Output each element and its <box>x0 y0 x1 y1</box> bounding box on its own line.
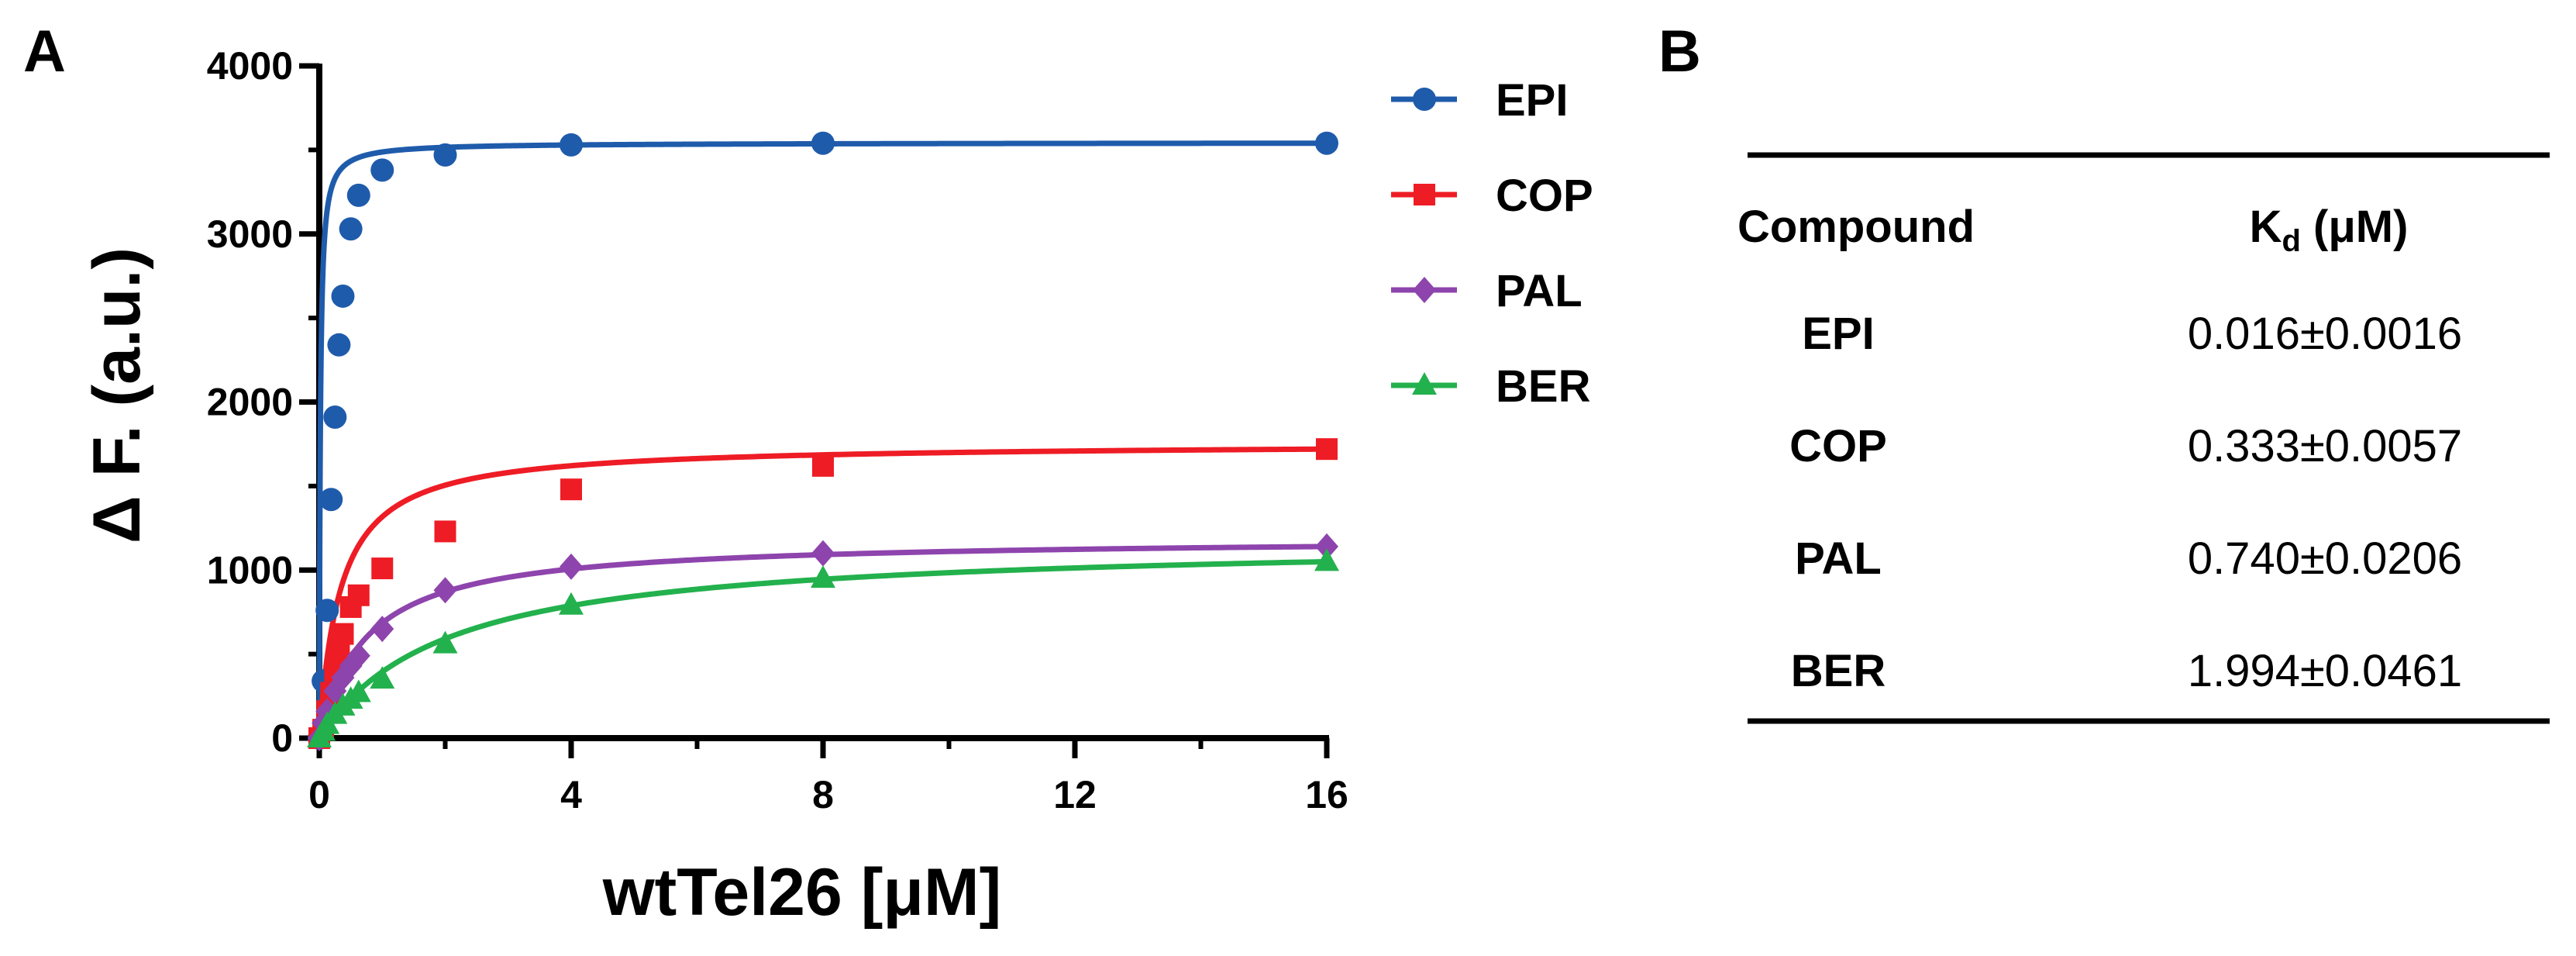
legend-marker-ber <box>1412 372 1437 395</box>
legend-label-cop: COP <box>1496 171 1593 221</box>
data-point-pal <box>560 553 583 580</box>
data-point-epi <box>339 217 363 241</box>
kd-table: Compound Kd (μM) EPI 0.016±0.0016 COP 0.333… <box>1737 152 2550 724</box>
data-point-epi <box>327 333 351 357</box>
table-cell-kd: 0.333±0.0057 <box>2188 421 2462 471</box>
kd-symbol: K <box>2250 202 2282 252</box>
data-point-epi <box>811 131 835 155</box>
y-axis-title: Δ F. (a.u.) <box>80 247 154 544</box>
data-point-epi <box>560 133 583 157</box>
x-axis-title: wtTel26 [μM] <box>602 855 1002 930</box>
legend-label-pal: PAL <box>1496 266 1582 316</box>
table-cell-compound: EPI <box>1802 309 1875 359</box>
legend-label-epi: EPI <box>1496 75 1569 126</box>
data-point-ber <box>432 630 458 654</box>
data-point-cop <box>434 520 456 543</box>
x-tick-label: 16 <box>1305 773 1348 816</box>
data-point-epi <box>315 599 339 623</box>
x-tick-label: 8 <box>812 773 834 816</box>
data-point-cop <box>332 623 354 645</box>
data-point-ber <box>559 592 584 615</box>
tick-labels: 0 1000 2000 3000 4000 0 4 8 12 16 <box>207 44 1348 816</box>
data-point-cop <box>347 584 370 606</box>
data-point-epi <box>1315 131 1338 155</box>
table-cell-kd: 0.740±0.0206 <box>2188 533 2462 584</box>
table-cell-compound: PAL <box>1795 533 1882 584</box>
fit-curve-ber <box>316 558 1328 741</box>
data-point-pal <box>346 642 370 669</box>
data-markers <box>307 131 1339 751</box>
y-tick-label: 2000 <box>207 381 293 424</box>
data-point-epi <box>433 143 457 167</box>
data-point-epi <box>319 488 343 512</box>
legend-label-ber: BER <box>1496 361 1590 412</box>
data-point-cop <box>560 478 582 501</box>
legend-marker-epi <box>1413 88 1436 111</box>
data-point-epi <box>323 406 347 430</box>
table-cell-kd: 1.994±0.0461 <box>2188 646 2462 696</box>
y-tick-label: 3000 <box>207 212 293 256</box>
table-header-kd: Kd (μM) <box>2250 202 2409 258</box>
data-point-cop <box>812 454 834 477</box>
table-header-compound: Compound <box>1737 202 1975 252</box>
legend-marker-pal <box>1413 277 1436 303</box>
chart-axes <box>299 63 1330 758</box>
data-point-cop <box>1316 438 1338 461</box>
data-point-epi <box>331 284 355 308</box>
y-tick-label: 0 <box>271 716 293 760</box>
kd-subscript: d <box>2282 224 2300 258</box>
x-tick-label: 12 <box>1053 773 1097 816</box>
data-point-ber <box>1314 548 1339 571</box>
kd-unit: (μM) <box>2301 202 2409 252</box>
panel-b-label: B <box>1658 19 1701 85</box>
legend-marker-cop <box>1414 184 1435 205</box>
data-point-epi <box>370 158 394 182</box>
x-tick-label: 4 <box>560 773 582 816</box>
fit-curves <box>316 140 1328 741</box>
data-point-pal <box>433 577 457 604</box>
data-point-pal <box>811 540 835 567</box>
data-point-epi <box>346 183 370 207</box>
y-tick-label: 1000 <box>207 548 293 592</box>
x-tick-label: 0 <box>308 773 330 816</box>
fit-curve-epi <box>316 140 1327 740</box>
y-tick-label: 4000 <box>207 44 293 88</box>
legend: EPI COP PAL BER <box>1391 75 1593 412</box>
data-point-pal <box>1315 533 1338 560</box>
table-body: EPI 0.016±0.0016 COP 0.333±0.0057 PAL 0.740±0… <box>1789 309 2462 696</box>
panel-a-label: A <box>23 19 66 85</box>
table-cell-kd: 0.016±0.0016 <box>2188 309 2462 359</box>
data-point-ber <box>346 679 371 702</box>
data-point-ber <box>811 565 835 588</box>
fit-curve-cop <box>316 446 1328 741</box>
data-point-pal <box>370 616 394 643</box>
data-point-ber <box>370 666 395 689</box>
table-cell-compound: BER <box>1791 646 1886 696</box>
table-cell-compound: COP <box>1789 421 1887 471</box>
data-point-cop <box>371 557 394 580</box>
